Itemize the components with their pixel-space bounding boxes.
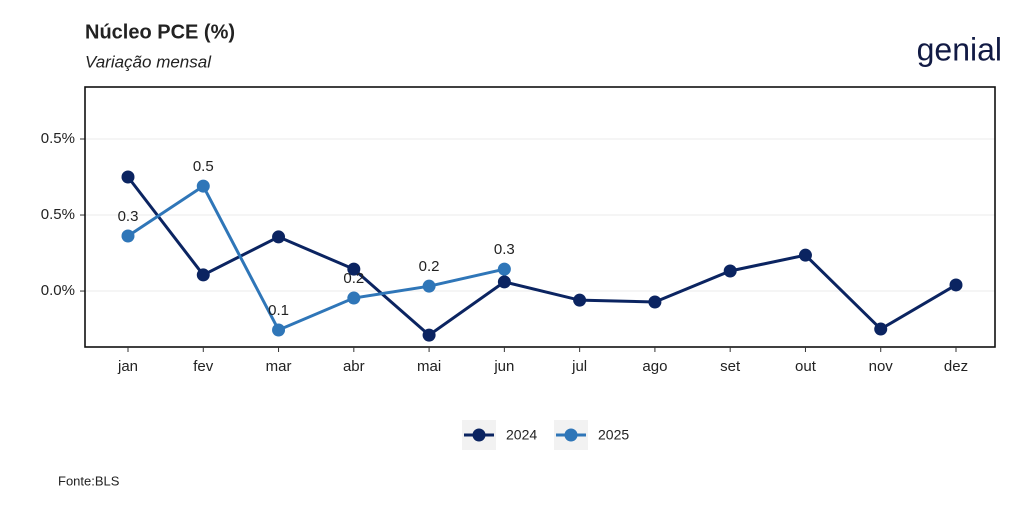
x-tick-label: jun: [493, 358, 514, 375]
x-tick-label: jan: [117, 358, 138, 375]
point: [573, 293, 587, 307]
point: [121, 229, 135, 243]
data-label: 0.5: [193, 158, 214, 175]
point: [347, 262, 361, 276]
point: [497, 275, 511, 289]
point: [196, 268, 210, 282]
point: [347, 291, 361, 305]
data-label: 0.2: [419, 258, 440, 275]
x-tick-label: mai: [417, 358, 441, 375]
point: [723, 264, 737, 278]
legend-label: 2024: [506, 427, 537, 443]
point: [272, 230, 286, 244]
legend-key: [472, 428, 486, 442]
x-tick-label: set: [720, 358, 741, 375]
x-tick-label: fev: [193, 358, 214, 375]
logo: genial: [917, 31, 1002, 67]
data-label: 0.3: [494, 241, 515, 258]
legend-key: [564, 428, 578, 442]
point: [196, 179, 210, 193]
series-line: [127, 183, 505, 332]
x-tick-label: out: [795, 358, 817, 375]
y-tick-label: 0.5%: [41, 206, 75, 223]
data-label: 0.2: [343, 270, 364, 287]
point: [798, 248, 812, 262]
point: [648, 295, 662, 309]
point: [874, 322, 888, 336]
point: [121, 170, 135, 184]
x-tick-label: ago: [642, 358, 667, 375]
series-line: [126, 176, 957, 338]
chart-title: Núcleo PCE (%): [85, 21, 235, 43]
legend-label: 2025: [598, 427, 629, 443]
point: [422, 328, 436, 342]
x-tick-label: abr: [343, 358, 365, 375]
point: [949, 278, 963, 292]
data-label: 0.1: [268, 302, 289, 319]
data-label: 0.3: [118, 208, 139, 225]
x-tick-label: nov: [869, 358, 894, 375]
y-tick-label: 0.5%: [41, 130, 75, 147]
y-tick-label: 0.0%: [41, 282, 75, 299]
x-tick-label: dez: [944, 358, 968, 375]
x-tick-label: jul: [571, 358, 587, 375]
point: [422, 279, 436, 293]
x-tick-label: mar: [266, 358, 292, 375]
chart-subtitle: Variação mensal: [85, 52, 212, 71]
point: [497, 262, 511, 276]
plot-frame: [84, 86, 996, 348]
source: Fonte:BLS: [58, 473, 120, 488]
point: [272, 323, 286, 337]
